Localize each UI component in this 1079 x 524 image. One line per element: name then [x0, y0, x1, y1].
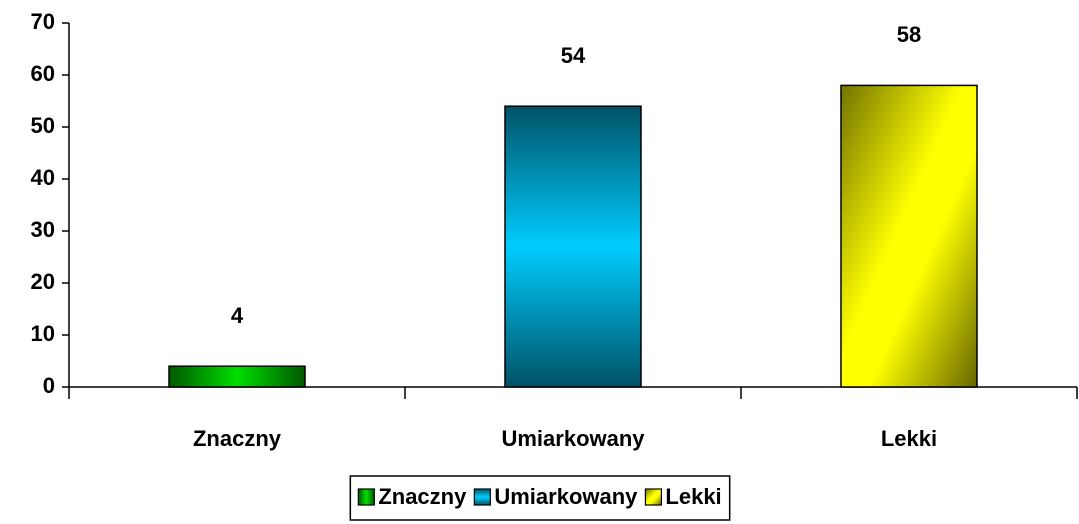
- bar: [168, 365, 306, 388]
- x-tick-label: Znaczny: [193, 426, 282, 451]
- y-tick-label: 70: [31, 9, 55, 34]
- x-tick-label: Lekki: [881, 426, 937, 451]
- legend-swatch: [473, 488, 491, 506]
- legend-box: [349, 475, 731, 521]
- legend-swatch: [644, 488, 663, 506]
- legend: Znaczny Umiarkowany Lekki: [349, 475, 731, 521]
- x-tick-label: Umiarkowany: [501, 426, 645, 451]
- y-tick-label: 40: [31, 165, 55, 190]
- y-tick-label: 10: [31, 321, 55, 346]
- legend-label: Lekki: [665, 484, 721, 509]
- legend-label: Znaczny: [378, 484, 467, 509]
- y-tick-label: 60: [31, 61, 55, 86]
- data-label: 58: [897, 22, 921, 47]
- data-label: 54: [561, 43, 586, 68]
- legend-label: Umiarkowany: [494, 484, 638, 509]
- y-tick-label: 30: [31, 217, 55, 242]
- bar: [504, 105, 642, 388]
- y-tick-label: 50: [31, 113, 55, 138]
- bar: [840, 84, 978, 388]
- data-label: 4: [231, 303, 244, 328]
- y-tick-label: 0: [43, 373, 55, 398]
- y-tick-label: 20: [31, 269, 55, 294]
- legend-swatch: [357, 488, 375, 506]
